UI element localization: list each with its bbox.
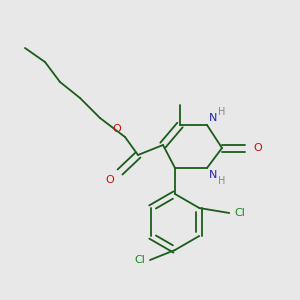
Text: O: O [253, 143, 262, 153]
Text: O: O [105, 175, 114, 185]
Text: N: N [209, 170, 218, 180]
Text: H: H [218, 107, 225, 117]
Text: Cl: Cl [234, 208, 245, 218]
Text: O: O [112, 124, 121, 134]
Text: H: H [218, 176, 225, 186]
Text: N: N [209, 113, 218, 123]
Text: Cl: Cl [134, 255, 145, 265]
